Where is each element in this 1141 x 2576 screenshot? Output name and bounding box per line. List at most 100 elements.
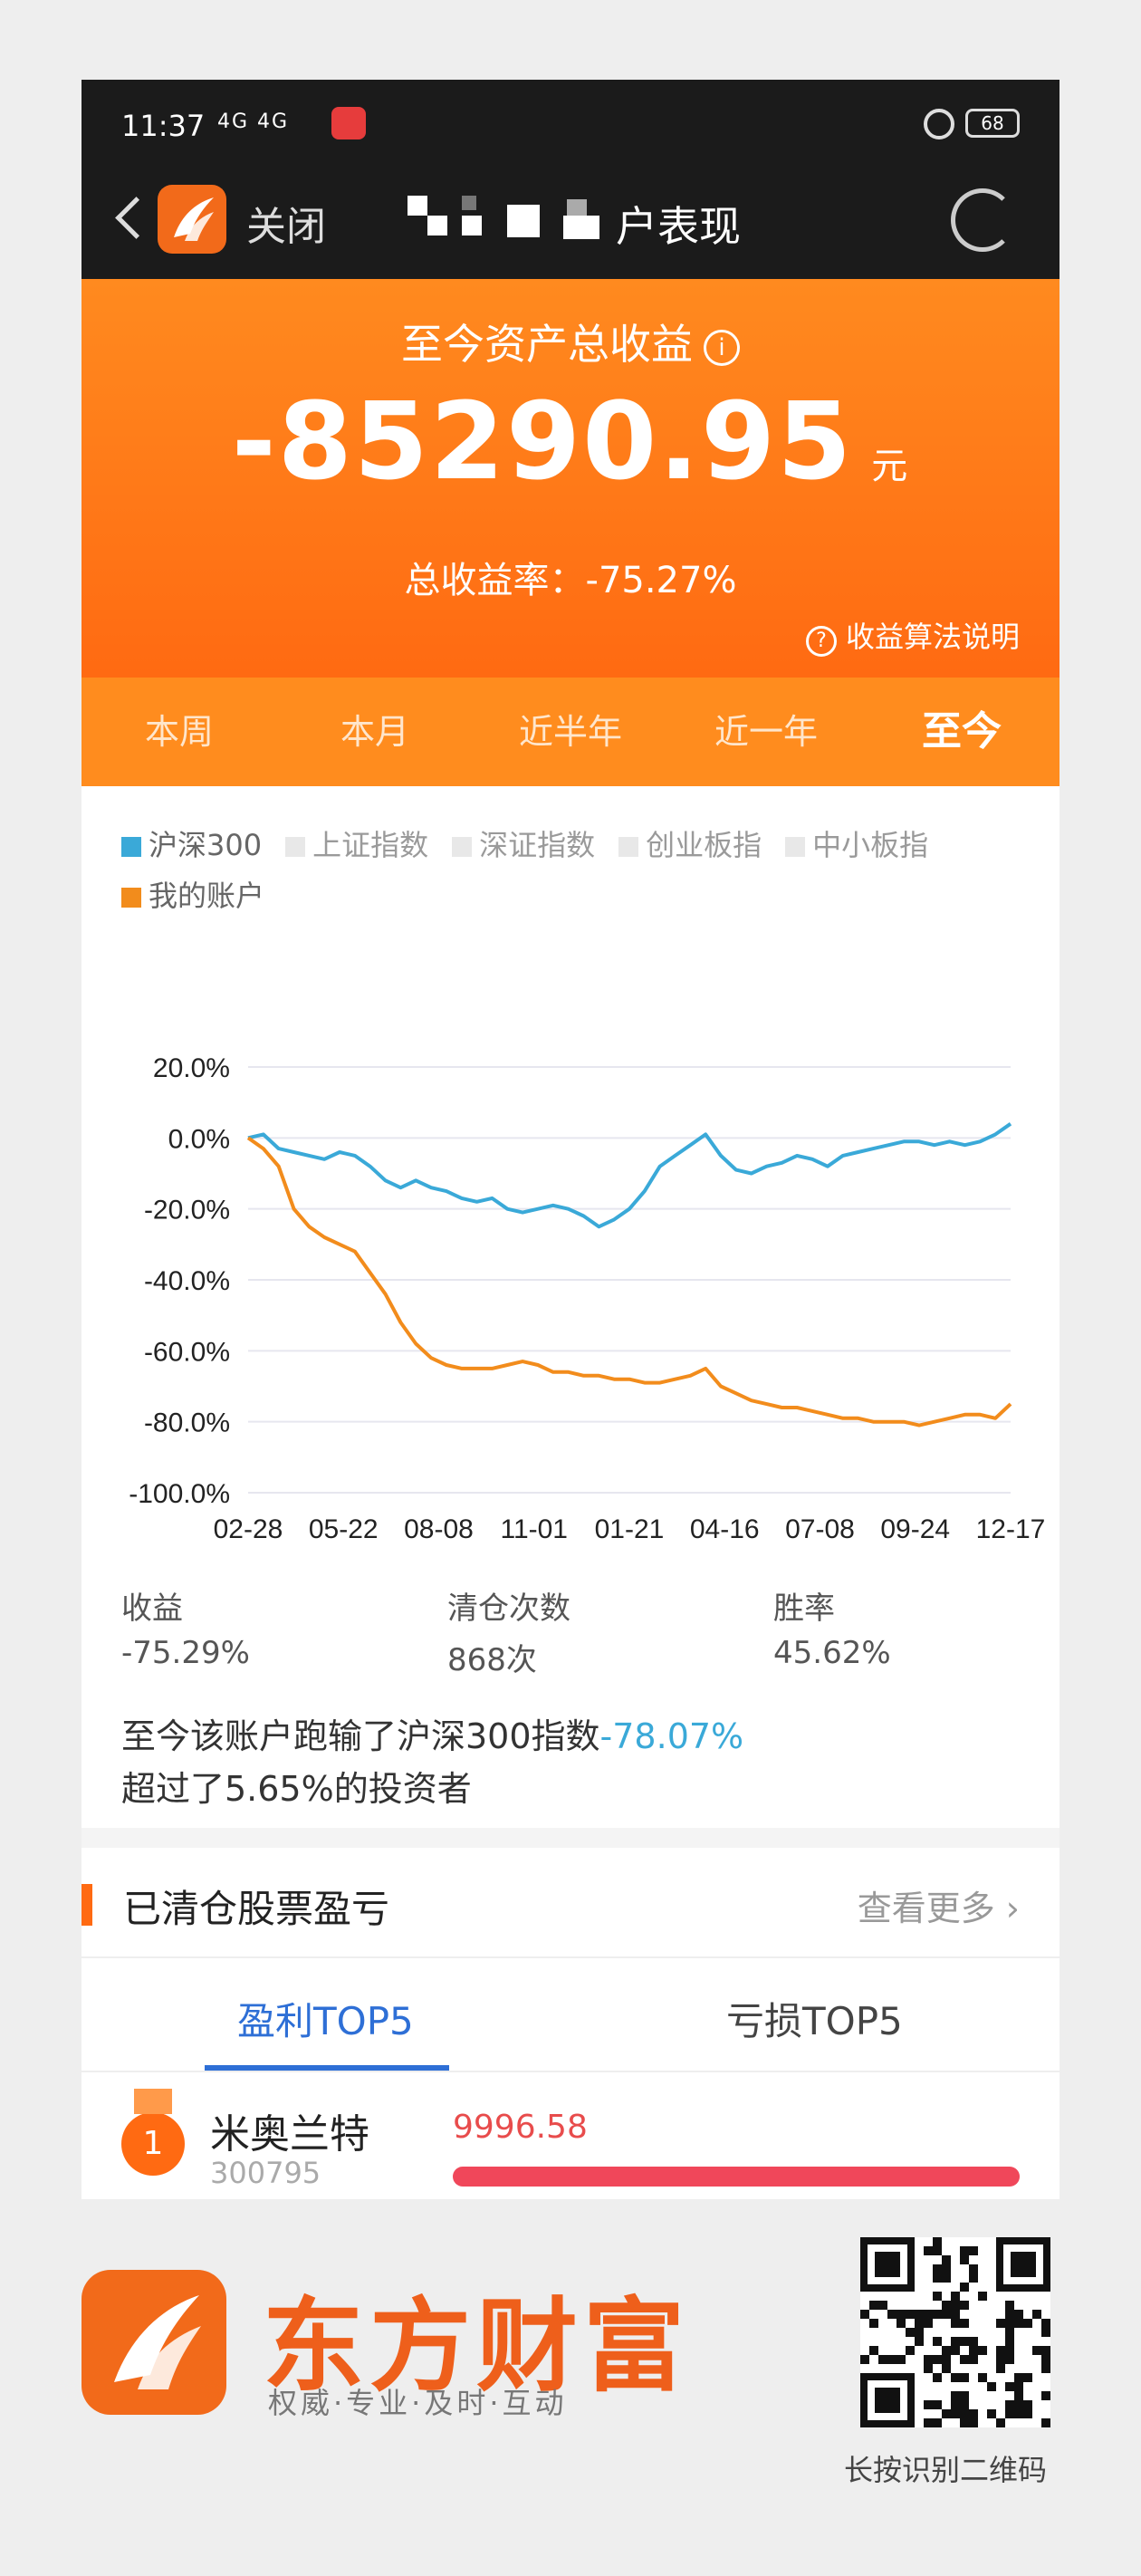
- series-line-hs300: [247, 1122, 1012, 1229]
- qr-module: [996, 2418, 1005, 2427]
- total-return-rate: 总收益率：-75.27%: [404, 560, 737, 601]
- qr-module: [1005, 2382, 1014, 2391]
- active-tab-indicator: [205, 2065, 449, 2071]
- total-profit-amount: -85290.95 元: [231, 379, 910, 504]
- qr-module: [960, 2409, 969, 2418]
- see-more-link[interactable]: 查看更多 ›: [857, 1889, 1020, 1928]
- legend-item[interactable]: 我的账户: [121, 873, 264, 915]
- qr-module: [906, 2346, 915, 2355]
- qr-module: [951, 2373, 960, 2382]
- qr-module: [869, 2301, 878, 2310]
- qr-module: [951, 2409, 960, 2418]
- qr-module: [915, 2310, 924, 2319]
- legend-swatch: [618, 837, 639, 857]
- section-accent-bar: [82, 1884, 92, 1926]
- qr-module: [969, 2409, 978, 2418]
- legend-label: 创业板指: [646, 828, 762, 862]
- qr-module: [1005, 2319, 1014, 2328]
- tab-profit-top5[interactable]: 盈利TOP5: [237, 1999, 414, 2043]
- info-icon[interactable]: i: [704, 329, 740, 366]
- legend-label: 中小板指: [812, 828, 929, 862]
- qr-module: [869, 2346, 878, 2355]
- qr-module: [933, 2373, 942, 2382]
- qr-module: [933, 2237, 942, 2246]
- qr-module: [1041, 2364, 1050, 2373]
- qr-module: [1041, 2346, 1050, 2355]
- tab-one-year[interactable]: 近一年: [714, 712, 818, 752]
- qr-module: [933, 2355, 942, 2364]
- series-line-my-account: [246, 1136, 1012, 1427]
- rank-medal-icon: 1: [121, 2089, 185, 2176]
- qr-module: [869, 2319, 878, 2328]
- qr-module: [960, 2400, 969, 2409]
- stat-win-rate: 胜率 45.62%: [773, 1583, 891, 1671]
- x-tick-label: 12-17: [976, 1514, 1046, 1544]
- qr-module: [969, 2264, 978, 2273]
- app-logo-icon: [158, 185, 226, 254]
- qr-module: [1014, 2391, 1023, 2400]
- qr-module: [1041, 2355, 1050, 2364]
- notification-icon: [331, 107, 366, 139]
- qr-module: [1023, 2319, 1032, 2328]
- qr-module: [996, 2319, 1005, 2328]
- qr-module: [924, 2310, 933, 2319]
- qr-module: [1032, 2346, 1041, 2355]
- legend-label: 深证指数: [479, 828, 596, 862]
- period-tabs: 本周 本月 近半年 近一年 至今: [82, 678, 1060, 786]
- x-tick-label: 07-08: [785, 1514, 855, 1544]
- x-tick-label: 08-08: [404, 1514, 474, 1544]
- qr-module: [1014, 2409, 1023, 2418]
- qr-module: [951, 2346, 960, 2355]
- qr-module: [1041, 2328, 1050, 2337]
- tab-half-year[interactable]: 近半年: [518, 712, 622, 752]
- refresh-icon[interactable]: [951, 188, 1014, 252]
- tab-this-week[interactable]: 本周: [144, 712, 214, 752]
- profit-bar-track: [453, 2167, 1020, 2187]
- tab-this-month[interactable]: 本月: [340, 712, 409, 752]
- cleared-stocks-header: 已清仓股票盈亏 查看更多 ›: [82, 1848, 1060, 1958]
- qr-module: [933, 2246, 942, 2255]
- qr-module: [933, 2310, 942, 2319]
- x-tick-label: 11-01: [500, 1514, 568, 1544]
- qr-module: [1005, 2301, 1014, 2310]
- title-bar: 关闭 户表现: [82, 163, 1060, 279]
- algorithm-explain-link[interactable]: ? 收益算法说明: [805, 614, 1020, 657]
- qr-module: [924, 2319, 933, 2328]
- qr-module: [1014, 2400, 1023, 2409]
- qr-module: [1014, 2373, 1023, 2382]
- close-button[interactable]: 关闭: [246, 204, 326, 250]
- redacted-mosaic: [408, 190, 616, 252]
- qr-module: [1023, 2400, 1032, 2409]
- qr-module: [1011, 2252, 1036, 2277]
- legend-item[interactable]: 创业板指: [618, 822, 762, 864]
- qr-module: [1041, 2391, 1050, 2400]
- qr-module: [875, 2252, 900, 2277]
- qr-module: [960, 2391, 969, 2400]
- qr-module: [942, 2301, 951, 2310]
- qr-module: [951, 2310, 960, 2319]
- tab-to-date[interactable]: 至今: [922, 708, 1002, 755]
- qr-module: [969, 2337, 978, 2346]
- profit-bar: [453, 2167, 1020, 2187]
- status-bar: 11:37 4G 4G 68: [82, 80, 1060, 163]
- brand-logo-icon: [82, 2270, 226, 2415]
- list-item[interactable]: 1 米奥兰特 300795 9996.58: [82, 2072, 1060, 2199]
- legend-item[interactable]: 沪深300: [121, 822, 262, 864]
- qr-module: [924, 2418, 933, 2427]
- qr-module: [978, 2292, 987, 2301]
- legend-item[interactable]: 中小板指: [785, 822, 928, 864]
- qr-module: [906, 2310, 915, 2319]
- y-tick-label: 0.0%: [168, 1124, 230, 1154]
- qr-module: [960, 2319, 969, 2328]
- qr-module: [933, 2292, 942, 2301]
- alarm-icon: [924, 109, 954, 139]
- back-icon[interactable]: [103, 190, 158, 245]
- section-divider: [82, 1828, 1060, 1848]
- legend-item[interactable]: 上证指数: [285, 822, 428, 864]
- tab-loss-top5[interactable]: 亏损TOP5: [726, 1999, 903, 2043]
- y-tick-label: 20.0%: [153, 1053, 230, 1083]
- battery-icon: 68: [965, 109, 1020, 138]
- qr-code-icon[interactable]: [860, 2237, 1050, 2427]
- legend-item[interactable]: 深证指数: [452, 822, 595, 864]
- profit-loss-tabs: 盈利TOP5 亏损TOP5: [82, 1960, 1060, 2072]
